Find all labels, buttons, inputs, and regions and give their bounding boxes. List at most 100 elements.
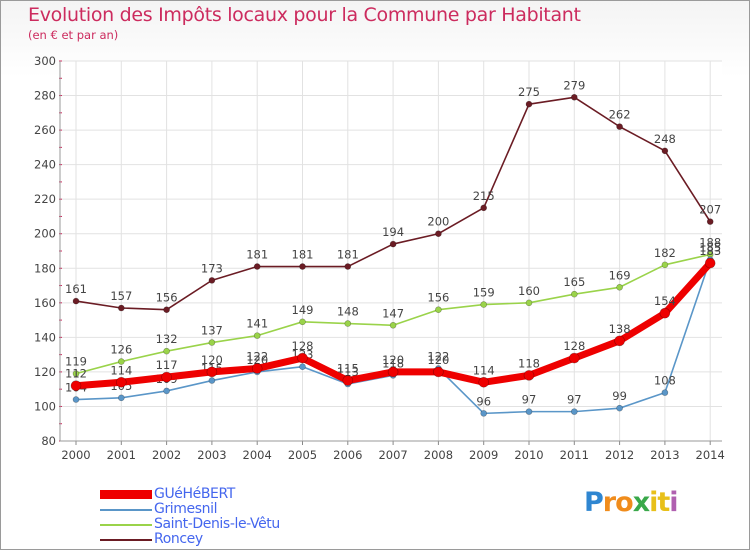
data-point-saint-denis-le-v-tu [661,261,669,269]
data-label-saint-denis-le-v-tu: 141 [246,317,268,331]
x-tick-label: 2012 [605,448,634,462]
data-point-saint-denis-le-v-tu [118,358,125,365]
legend-label-saint-denis: Saint-Denis-le-Vêtu [154,516,280,532]
data-label-gu-h-bert: 114 [110,363,132,377]
data-point-roncey [299,263,306,270]
data-point-roncey [570,93,578,101]
data-point-grimesnil [480,410,488,417]
data-label-gu-h-bert: 118 [518,356,540,370]
data-label-roncey: 161 [65,282,87,296]
data-label-gu-h-bert: 112 [65,367,87,381]
data-point-saint-denis-le-v-tu [570,290,578,298]
data-point-saint-denis-le-v-tu [616,283,623,291]
legend-swatch-saint-denis [100,523,152,526]
data-label-saint-denis-le-v-tu: 149 [292,303,314,317]
data-label-grimesnil: 108 [654,374,676,388]
chart-subtitle: (en € et par an) [28,28,119,42]
data-point-roncey [661,147,669,155]
data-point-roncey [253,263,261,270]
data-point-roncey [208,277,216,284]
data-label-roncey: 181 [292,248,314,262]
data-label-roncey: 194 [382,225,404,239]
data-label-grimesnil: 118 [382,356,404,370]
data-point-gu-h-bert [478,376,490,388]
data-label-saint-denis-le-v-tu: 160 [518,284,540,298]
y-tick-label: 180 [34,261,56,275]
y-tick-label: 120 [34,365,56,379]
data-label-saint-denis-le-v-tu: 182 [654,246,676,260]
logo-letter: i [649,487,658,518]
data-point-grimesnil [72,396,80,403]
y-tick-label: 200 [34,227,56,241]
data-point-grimesnil [208,377,216,384]
x-tick-label: 2006 [333,448,362,462]
y-tick-label: 140 [34,330,56,344]
data-label-grimesnil: 120 [246,353,268,367]
data-point-gu-h-bert [161,371,172,383]
data-label-saint-denis-le-v-tu: 169 [609,268,631,282]
data-point-saint-denis-le-v-tu [480,301,488,308]
data-label-grimesnil: 96 [476,394,491,408]
x-tick-label: 2010 [514,448,543,462]
x-tick-label: 2004 [243,448,272,462]
logo-letter: r [602,487,616,518]
y-tick-label: 220 [34,192,56,206]
data-point-gu-h-bert [297,352,308,364]
logo-letter: o [615,487,634,518]
x-tick-label: 2007 [378,448,407,462]
data-point-gu-h-bert [614,335,625,347]
chart-title: Evolution des Impôts locaux pour la Comm… [28,4,581,26]
data-label-saint-denis-le-v-tu: 148 [337,305,359,319]
data-label-roncey: 207 [699,203,721,217]
data-label-roncey: 173 [201,261,223,275]
data-point-saint-denis-le-v-tu [299,318,306,326]
y-tick-label: 280 [34,89,56,103]
data-label-saint-denis-le-v-tu: 137 [201,324,223,338]
data-point-gu-h-bert [704,257,716,269]
data-point-roncey [389,240,397,248]
y-tick-label: 260 [34,123,56,137]
data-point-gu-h-bert [433,366,444,378]
legend-swatch-roncey [100,538,152,541]
data-point-grimesnil [570,408,578,415]
y-tick-label: 100 [34,399,56,413]
data-point-saint-denis-le-v-tu [389,321,397,329]
legend-item-grimesnil: Grimesnil [100,502,280,517]
x-tick-label: 2014 [696,448,725,462]
data-label-saint-denis-le-v-tu: 147 [382,306,404,320]
legend-item-saint-denis: Saint-Denis-le-Vêtu [100,517,280,532]
data-label-gu-h-bert: 138 [609,322,631,336]
data-point-saint-denis-le-v-tu [72,370,80,377]
data-point-saint-denis-le-v-tu [344,320,352,327]
data-point-grimesnil [525,408,533,415]
data-point-saint-denis-le-v-tu [253,332,261,339]
data-label-saint-denis-le-v-tu: 159 [473,286,495,300]
data-point-grimesnil [299,363,306,371]
data-point-saint-denis-le-v-tu [525,299,533,307]
data-label-roncey: 181 [337,248,359,262]
x-tick-label: 2009 [469,448,498,462]
data-label-gu-h-bert: 154 [654,294,676,308]
legend: GUéHéBERT Grimesnil Saint-Denis-le-Vêtu … [100,487,280,547]
data-label-roncey: 181 [246,248,268,262]
data-point-saint-denis-le-v-tu [163,347,170,355]
legend-item-roncey: Roncey [100,532,280,547]
data-label-saint-denis-le-v-tu: 165 [563,275,585,289]
data-point-gu-h-bert [70,380,82,392]
data-point-grimesnil [118,394,125,402]
y-tick-label: 80 [41,434,56,448]
data-label-roncey: 215 [473,189,495,203]
data-point-roncey [344,263,352,270]
data-point-gu-h-bert [116,376,127,388]
data-point-gu-h-bert [342,375,354,386]
data-point-gu-h-bert [206,366,218,378]
logo-letter: i [669,487,678,518]
data-label-gu-h-bert: 122 [246,349,268,363]
data-point-saint-denis-le-v-tu [208,339,216,346]
x-tick-label: 2003 [197,448,226,462]
x-tick-label: 2002 [152,448,181,462]
logo-letter: P [584,487,604,518]
data-label-roncey: 279 [563,78,585,92]
y-tick-label: 300 [34,54,56,68]
data-label-gu-h-bert: 114 [473,363,495,377]
